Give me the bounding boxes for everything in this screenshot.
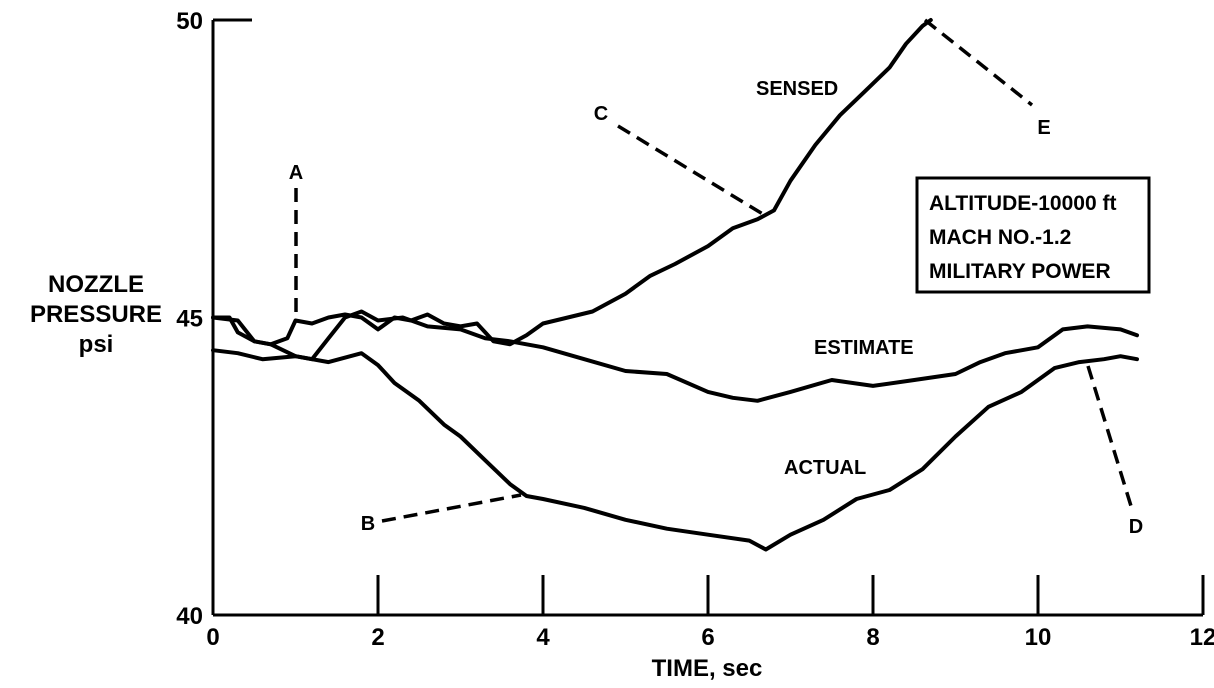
condition-mach: MACH NO.-1.2 [929,226,1071,249]
label-actual: ACTUAL [784,457,866,479]
label-sensed: SENSED [756,78,838,100]
y-ticks: 40 45 50 [176,8,203,630]
y-tick-label: 40 [176,603,203,630]
series-group [211,18,1139,552]
y-tick-label: 45 [176,306,203,333]
leader-c [617,124,767,218]
leader-b [381,493,522,523]
label-e: E [1037,117,1050,139]
x-tick-label: 10 [1025,624,1052,651]
leader-e [923,18,1034,107]
leader-d [1086,365,1133,507]
x-tick-label: 12 [1190,624,1214,651]
x-tick-label: 0 [206,624,219,651]
x-tick-label: 4 [536,624,550,651]
label-a: A [289,162,303,184]
y-axis-title-line3: psi [79,331,114,358]
y-axis-title-line2: PRESSURE [30,301,162,328]
condition-box: ALTITUDE-10000 ft MACH NO.-1.2 MILITARY … [915,176,1151,294]
condition-altitude: ALTITUDE-10000 ft [929,192,1116,215]
x-tick-label: 8 [866,624,879,651]
x-tick-label: 6 [701,624,714,651]
label-d: D [1129,516,1143,538]
series-line-sensed [211,18,933,347]
x-tick-label: 2 [371,624,384,651]
label-c: C [594,103,608,125]
series-line-estimate [211,309,1139,403]
condition-power: MILITARY POWER [929,260,1111,283]
series-line-actual [211,348,1139,552]
x-ticks: 0 2 4 6 8 10 12 [206,575,1214,651]
label-b: B [361,513,375,535]
y-axis-title-line1: NOZZLE [48,271,144,298]
x-axis-title: TIME, sec [652,655,763,682]
y-tick-label: 50 [176,8,203,35]
label-estimate: ESTIMATE [814,337,914,359]
condition-box-frame [915,176,1151,294]
leader-lines [294,18,1133,523]
